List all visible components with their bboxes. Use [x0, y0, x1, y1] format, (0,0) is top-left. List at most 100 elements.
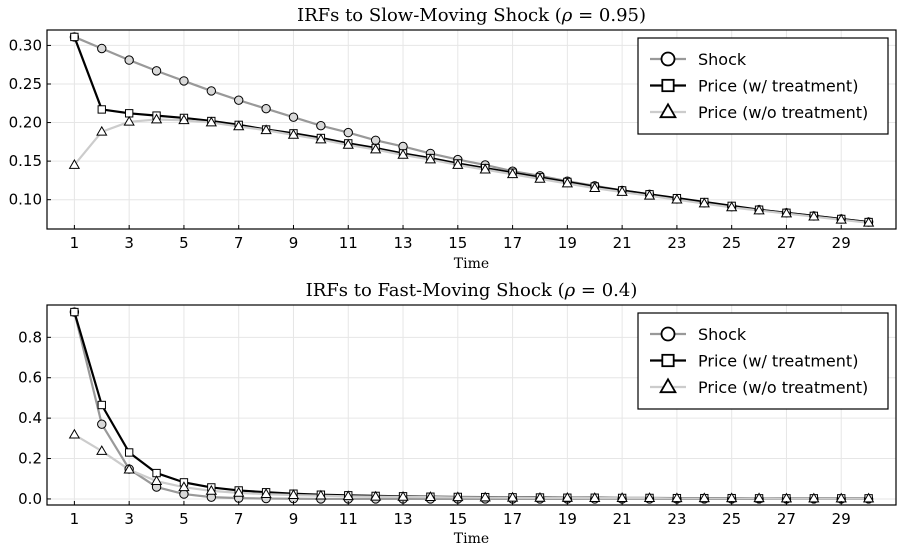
- x-tick-label: 7: [234, 510, 244, 528]
- y-tick-label: 0.20: [9, 114, 42, 132]
- panel-slow-moving-shock: 1 3 5 7 9 11 13 15 17 19 21 23 25 27 290.100.150.200.2…: [9, 5, 897, 272]
- legend-entry-label: Price (w/ treatment): [698, 77, 858, 96]
- y-tick-label: 0.6: [18, 369, 42, 387]
- data-point-triangle: [68, 159, 81, 169]
- x-tick-label: 11: [339, 234, 358, 252]
- x-tick-label: 23: [667, 510, 686, 528]
- data-point-triangle: [534, 491, 546, 502]
- y-tick-label: 0.4: [18, 409, 42, 427]
- x-tick-label: 3: [124, 234, 134, 252]
- data-point-circle: [288, 112, 299, 122]
- data-point-triangle: [479, 163, 491, 174]
- data-point-triangle: [534, 172, 546, 183]
- data-point-square: [124, 448, 134, 457]
- chart-title: IRFs to Fast-Moving Shock (ρ = 0.4): [306, 280, 638, 301]
- data-point-triangle: [698, 197, 710, 208]
- y-tick-label: 0.0: [18, 490, 42, 508]
- plot-area: [46, 304, 897, 506]
- legend-marker-triangle: [659, 102, 677, 119]
- panel-fast-moving-shock: 1 3 5 7 9 11 13 15 17 19 21 23 25 27 290.00.20.40.60.8…: [18, 280, 897, 547]
- data-point-triangle: [205, 484, 217, 495]
- x-tick-label: 11: [339, 510, 358, 528]
- y-tick-label: 0.8: [18, 328, 42, 346]
- data-point-circle: [343, 127, 353, 138]
- data-point-triangle: [342, 490, 354, 501]
- data-point-triangle: [643, 189, 656, 200]
- data-point-triangle: [150, 475, 163, 486]
- y-tick-label: 0.25: [9, 75, 42, 93]
- data-point-triangle: [397, 149, 409, 159]
- series-line-triangle: [73, 118, 869, 224]
- data-point-circle: [179, 489, 189, 499]
- data-point-square: [70, 32, 79, 42]
- x-tick-label: 5: [179, 510, 189, 528]
- x-tick-label: 13: [393, 234, 412, 252]
- data-point-triangle: [260, 124, 272, 135]
- data-point-triangle: [123, 463, 135, 474]
- data-point-triangle: [506, 168, 519, 179]
- legend: Shock Price (w/ treatment) Price (w/o trea…: [637, 37, 889, 135]
- legend-entry-label: Shock: [698, 325, 747, 344]
- data-point-triangle: [698, 492, 710, 503]
- legend-marker-triangle: [659, 377, 677, 394]
- data-point-triangle: [561, 177, 574, 188]
- x-tick-label: 9: [289, 510, 299, 528]
- x-tick-label: 27: [777, 234, 796, 252]
- x-tick-label: 23: [667, 234, 686, 252]
- plot-area: [46, 29, 897, 230]
- data-point-circle: [206, 86, 217, 96]
- data-point-triangle: [369, 490, 382, 501]
- data-point-triangle: [287, 128, 300, 139]
- legend-marker-square: [661, 78, 675, 93]
- data-point-triangle: [643, 492, 656, 502]
- data-point-triangle: [260, 488, 272, 498]
- data-point-triangle: [315, 489, 327, 500]
- data-point-circle: [97, 419, 107, 429]
- data-point-triangle: [96, 125, 108, 136]
- data-point-triangle: [671, 193, 683, 204]
- data-point-square: [97, 400, 106, 410]
- x-tick-label: 25: [722, 510, 741, 528]
- y-tick-label: 0.2: [18, 450, 42, 468]
- data-point-triangle: [233, 486, 245, 497]
- legend-entry-label: Price (w/ treatment): [698, 352, 858, 371]
- x-tick-label: 17: [503, 234, 522, 252]
- x-tick-label: 9: [289, 234, 299, 252]
- data-point-triangle: [862, 492, 875, 503]
- data-point-triangle: [862, 216, 875, 227]
- data-point-triangle: [68, 428, 81, 439]
- data-point-triangle: [753, 492, 765, 503]
- data-point-triangle: [479, 491, 491, 502]
- data-point-square: [70, 307, 79, 317]
- x-tick-label: 15: [448, 510, 467, 528]
- legend-marker-square: [661, 353, 675, 368]
- data-point-triangle: [123, 115, 135, 126]
- data-point-circle: [316, 120, 326, 131]
- data-point-triangle: [287, 489, 300, 499]
- legend-marker-circle: [660, 51, 676, 67]
- data-point-triangle: [178, 481, 190, 492]
- data-point-circle: [261, 103, 271, 114]
- x-tick-label: 7: [234, 234, 244, 252]
- data-point-circle: [124, 55, 134, 65]
- legend-entry-label: Shock: [698, 50, 747, 69]
- data-point-triangle: [589, 492, 601, 502]
- chart-title: IRFs to Slow-Moving Shock (ρ = 0.95): [297, 5, 646, 26]
- x-tick-label: 19: [558, 510, 577, 528]
- x-tick-label: 29: [832, 234, 851, 252]
- x-axis-label: Time: [454, 256, 489, 272]
- data-point-triangle: [397, 490, 409, 501]
- data-point-triangle: [150, 113, 163, 124]
- x-tick-label: 15: [448, 234, 467, 252]
- data-point-triangle: [835, 213, 847, 224]
- data-point-triangle: [589, 182, 601, 192]
- x-tick-label: 3: [124, 510, 134, 528]
- x-axis-label: Time: [454, 531, 489, 547]
- x-tick-label: 13: [393, 510, 412, 528]
- legend-entry-label: Price (w/o treatment): [698, 103, 868, 122]
- legend-entry-label: Price (w/o treatment): [698, 378, 868, 397]
- data-point-circle: [234, 95, 244, 105]
- x-tick-label: 29: [832, 510, 851, 528]
- data-point-circle: [97, 43, 107, 54]
